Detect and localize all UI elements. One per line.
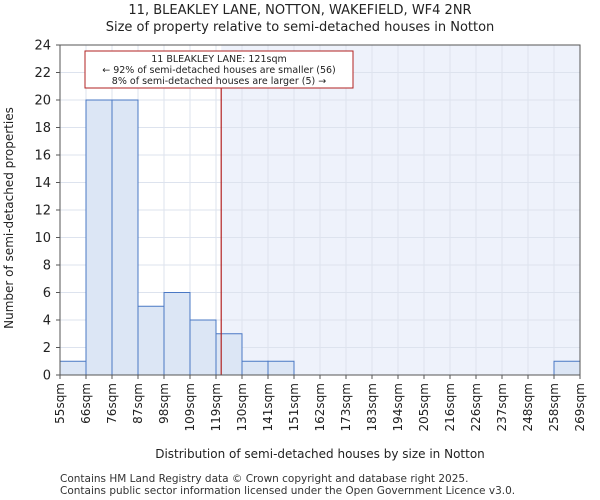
bar-141sqm [267,360,295,376]
x-tick-label: 66sqm [79,383,93,424]
y-tick-label: 2 [43,341,51,356]
y-tick-label: 6 [43,286,51,301]
x-tick-label: 258sqm [547,383,561,431]
bar-55sqm [59,360,87,376]
y-tick-label: 18 [34,121,51,136]
y-tick-label: 8 [43,259,51,274]
bar-119sqm [215,333,243,376]
x-tick-label: 130sqm [235,383,249,431]
x-tick-label: 162sqm [313,383,327,431]
bar-258sqm [553,360,581,376]
x-tick-label: 98sqm [157,383,171,424]
chart-subtitle: Size of property relative to semi-detach… [105,20,495,35]
y-tick-label: 20 [34,94,51,109]
x-tick-label: 119sqm [209,383,223,431]
x-tick-labels: 55sqm 66sqm 76sqm 87sqm 98sqm 109sqm 119sqm 130… [53,375,587,431]
y-tick-label: 12 [34,204,51,219]
y-tick-label: 14 [34,176,51,191]
x-tick-label: 226sqm [469,383,483,431]
bar-130sqm [241,360,269,376]
x-tick-label: 173sqm [339,383,353,431]
chart-title: 11, BLEAKLEY LANE, NOTTON, WAKEFIELD, WF… [128,3,472,18]
bars [59,99,581,376]
x-tick-label: 151sqm [287,383,301,431]
y-tick-label: 10 [34,231,51,246]
footer-copyright: Contains HM Land Registry data © Crown c… [60,473,469,485]
footer-licence: Contains public sector information licen… [60,485,516,497]
bar-76sqm [111,99,139,376]
bar-87sqm [137,305,165,376]
annotation-box: 11 BLEAKLEY LANE: 121sqm ← 92% of semi-d… [84,50,354,89]
bar-98sqm [163,292,191,376]
annotation-line-1: 11 BLEAKLEY LANE: 121sqm [151,54,286,65]
y-tick-label: 16 [34,149,51,164]
x-axis-label: Distribution of semi-detached houses by … [155,447,485,461]
x-tick-label: 183sqm [365,383,379,431]
y-tick-label: 24 [34,39,51,54]
x-tick-label: 205sqm [417,383,431,431]
annotation-line-2: ← 92% of semi-detached houses are smalle… [102,65,336,76]
x-tick-label: 194sqm [391,383,405,431]
x-tick-label: 216sqm [443,383,457,431]
y-tick-label: 22 [34,66,51,81]
y-tick-label: 0 [43,369,51,384]
bar-66sqm [85,99,113,376]
annotation-line-3: 8% of semi-detached houses are larger (5… [112,76,326,87]
x-tick-label: 269sqm [573,383,587,431]
x-tick-label: 55sqm [53,383,67,424]
x-tick-label: 237sqm [495,383,509,431]
bar-109sqm [189,319,217,376]
x-tick-label: 248sqm [521,383,535,431]
x-tick-label: 141sqm [261,383,275,431]
y-tick-label: 4 [43,314,51,329]
x-tick-label: 87sqm [131,383,145,424]
x-tick-label: 109sqm [183,383,197,431]
x-tick-label: 76sqm [105,383,119,424]
y-axis-label: Number of semi-detached properties [2,107,16,329]
